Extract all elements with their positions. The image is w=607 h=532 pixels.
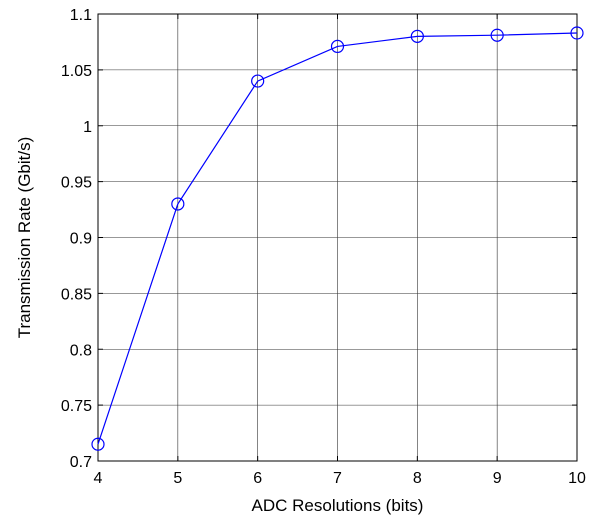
y-tick-label: 1: [83, 119, 92, 136]
axis-ticks: [97, 13, 578, 462]
series-line: [97, 32, 578, 445]
data-point-marker: [570, 26, 584, 40]
data-series: [91, 26, 584, 451]
x-tick-labels: 4 5 6 7 8 9 10: [94, 470, 586, 487]
y-tick-label: 0.75: [61, 398, 92, 415]
data-point-marker: [251, 74, 265, 88]
grid-lines: [98, 14, 577, 461]
y-axis-label: Transmission Rate (Gbit/s): [15, 137, 34, 339]
data-point-marker: [171, 197, 185, 211]
x-tick-label: 8: [413, 470, 422, 487]
x-axis-label: ADC Resolutions (bits): [252, 496, 424, 515]
x-tick-label: 9: [493, 470, 502, 487]
y-tick-label: 0.9: [70, 231, 92, 248]
data-point-marker: [91, 437, 105, 451]
data-point-marker: [490, 28, 504, 42]
x-tick-label: 4: [94, 470, 103, 487]
y-tick-label: 0.95: [61, 175, 92, 192]
data-point-marker: [330, 39, 345, 54]
x-tick-label: 5: [173, 470, 182, 487]
y-tick-label: 1.1: [70, 7, 92, 24]
y-tick-label: 0.8: [70, 342, 92, 359]
data-point-marker: [410, 29, 424, 43]
x-tick-label: 7: [333, 470, 342, 487]
x-tick-label: 10: [568, 470, 586, 487]
y-tick-label: 0.85: [61, 286, 92, 303]
y-tick-labels: 0.7 0.75 0.8 0.85 0.9 0.95 1 1.05 1.1: [61, 7, 92, 471]
x-tick-label: 6: [253, 470, 262, 487]
y-tick-label: 0.7: [70, 454, 92, 471]
y-tick-label: 1.05: [61, 63, 92, 80]
